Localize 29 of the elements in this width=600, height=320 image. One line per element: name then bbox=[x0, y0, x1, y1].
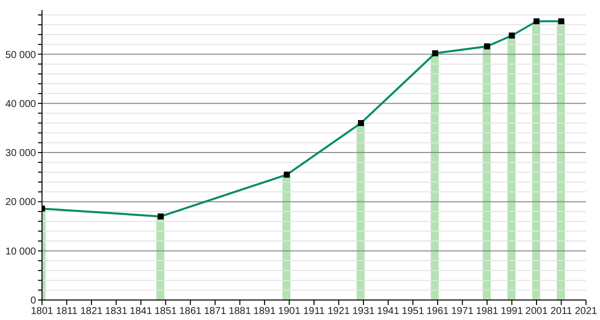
x-tick-label: 1861 bbox=[179, 306, 202, 318]
y-tick-label: 40 000 bbox=[5, 98, 36, 110]
y-tick-label: 20 000 bbox=[5, 197, 36, 208]
x-tick-label: 1851 bbox=[154, 306, 178, 318]
x-tick-label: 2011 bbox=[550, 306, 572, 318]
y-tick-label: 50 000 bbox=[5, 50, 36, 61]
x-tick-label: 1841 bbox=[130, 306, 152, 318]
x-tick-label: 1911 bbox=[303, 306, 326, 318]
x-tick-label: 1901 bbox=[278, 306, 301, 318]
x-tick-label: 1821 bbox=[80, 306, 104, 318]
x-tick-label: 1991 bbox=[500, 306, 524, 318]
y-tick-label: 0 bbox=[30, 296, 36, 307]
x-tick-label: 1881 bbox=[228, 306, 252, 318]
y-tick-label: 30 000 bbox=[5, 148, 36, 160]
x-tick-label: 1801 bbox=[30, 306, 54, 318]
x-tick-label: 1971 bbox=[451, 306, 474, 318]
x-tick-label: 1981 bbox=[476, 306, 499, 318]
y-tick-label: 10 000 bbox=[5, 246, 36, 258]
x-tick-label: 2001 bbox=[525, 306, 548, 318]
x-tick-label: 1931 bbox=[352, 306, 376, 318]
x-tick-label: 1921 bbox=[328, 306, 350, 318]
x-tick-label: 1831 bbox=[105, 306, 128, 318]
x-tick-label: 1811 bbox=[56, 306, 78, 318]
x-tick-label: 1961 bbox=[426, 306, 450, 318]
x-tick-label: 1951 bbox=[402, 306, 424, 318]
x-tick-label: 1871 bbox=[204, 306, 227, 318]
x-tick-label: 1891 bbox=[253, 306, 276, 318]
x-tick-label: 2021 bbox=[574, 306, 598, 318]
x-tick-label: 1941 bbox=[377, 306, 400, 318]
